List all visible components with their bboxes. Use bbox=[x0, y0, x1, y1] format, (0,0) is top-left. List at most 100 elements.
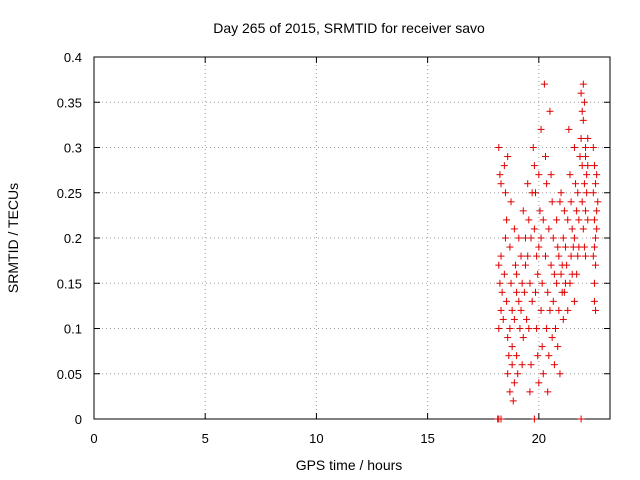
data-point bbox=[506, 325, 514, 332]
data-point bbox=[507, 279, 515, 287]
y-axis: 0 0.05 0.1 0.15 0.2 0.25 0.3 0.35 0.4 bbox=[57, 50, 610, 427]
data-point bbox=[544, 288, 552, 296]
data-point bbox=[584, 216, 592, 224]
data-points bbox=[494, 80, 602, 423]
data-point bbox=[582, 153, 590, 161]
data-point bbox=[543, 180, 551, 188]
data-point bbox=[556, 198, 564, 206]
data-point bbox=[508, 306, 516, 314]
data-point bbox=[568, 225, 576, 233]
data-point bbox=[510, 225, 518, 233]
data-point bbox=[495, 261, 503, 269]
data-point bbox=[592, 261, 600, 269]
data-point bbox=[584, 162, 592, 170]
x-tick-label: 20 bbox=[532, 431, 546, 446]
data-point bbox=[570, 234, 578, 242]
data-point bbox=[517, 252, 525, 260]
data-point bbox=[538, 279, 546, 287]
data-point bbox=[554, 343, 562, 351]
data-point bbox=[549, 234, 557, 242]
data-point bbox=[593, 225, 601, 233]
data-point bbox=[565, 125, 573, 133]
data-point bbox=[578, 107, 586, 115]
data-point bbox=[534, 270, 542, 278]
data-point bbox=[564, 306, 572, 314]
data-point bbox=[546, 306, 554, 314]
data-point bbox=[557, 270, 565, 278]
data-point bbox=[555, 306, 563, 314]
data-point bbox=[570, 144, 578, 151]
data-point bbox=[552, 325, 560, 332]
data-point bbox=[562, 243, 570, 251]
data-point bbox=[508, 343, 516, 351]
data-point bbox=[526, 279, 534, 287]
data-point bbox=[577, 415, 585, 423]
data-point bbox=[533, 252, 541, 260]
data-point bbox=[500, 162, 508, 170]
data-point bbox=[594, 198, 602, 206]
data-point bbox=[505, 352, 513, 360]
data-point bbox=[590, 216, 598, 224]
data-point bbox=[500, 270, 508, 278]
data-point bbox=[531, 189, 539, 197]
data-point bbox=[535, 379, 543, 387]
data-point bbox=[536, 207, 544, 215]
data-point bbox=[543, 325, 551, 332]
x-axis-title: GPS time / hours bbox=[296, 457, 403, 473]
data-point bbox=[545, 352, 553, 360]
data-point bbox=[582, 207, 590, 215]
data-point bbox=[515, 234, 523, 242]
data-point bbox=[528, 297, 536, 305]
data-point bbox=[535, 243, 543, 251]
data-point bbox=[570, 297, 578, 305]
data-point bbox=[496, 279, 504, 287]
y-tick-label: 0.1 bbox=[64, 322, 82, 337]
data-point bbox=[504, 334, 512, 342]
data-point bbox=[548, 198, 556, 206]
data-point bbox=[564, 216, 572, 224]
data-point bbox=[578, 198, 586, 206]
data-point bbox=[539, 370, 547, 378]
data-point bbox=[592, 234, 600, 242]
data-point bbox=[553, 216, 561, 224]
data-point bbox=[520, 288, 528, 296]
data-point bbox=[521, 261, 529, 269]
data-point bbox=[577, 89, 585, 97]
data-point bbox=[582, 144, 590, 151]
y-tick-label: 0.05 bbox=[57, 367, 82, 382]
data-point bbox=[589, 144, 597, 151]
data-point bbox=[516, 325, 524, 332]
x-tick-label: 15 bbox=[420, 431, 434, 446]
data-point bbox=[497, 415, 505, 423]
data-point bbox=[549, 297, 557, 305]
data-point bbox=[513, 270, 521, 278]
y-tick-label: 0.3 bbox=[64, 141, 82, 156]
data-point bbox=[548, 334, 556, 342]
data-point bbox=[523, 315, 531, 323]
data-point bbox=[511, 261, 519, 269]
data-point bbox=[510, 315, 518, 323]
data-point bbox=[529, 144, 537, 151]
data-point bbox=[504, 370, 512, 378]
x-axis: 0 5 10 15 20 bbox=[90, 57, 546, 446]
data-point bbox=[503, 297, 511, 305]
chart-title: Day 265 of 2015, SRMTID for receiver sav… bbox=[213, 20, 485, 36]
data-point bbox=[525, 216, 533, 224]
data-point bbox=[537, 234, 545, 242]
y-tick-label: 0.35 bbox=[57, 95, 82, 110]
data-point bbox=[573, 270, 581, 278]
data-point bbox=[535, 171, 543, 179]
data-point bbox=[563, 261, 571, 269]
data-point bbox=[547, 261, 555, 269]
data-point bbox=[550, 270, 558, 278]
data-point bbox=[560, 288, 568, 296]
data-point bbox=[593, 171, 601, 179]
data-point bbox=[518, 279, 526, 287]
data-point bbox=[579, 80, 587, 88]
data-point bbox=[572, 180, 580, 188]
data-point bbox=[531, 288, 539, 296]
data-point bbox=[518, 361, 526, 369]
data-point bbox=[579, 225, 587, 233]
data-point bbox=[509, 397, 517, 405]
